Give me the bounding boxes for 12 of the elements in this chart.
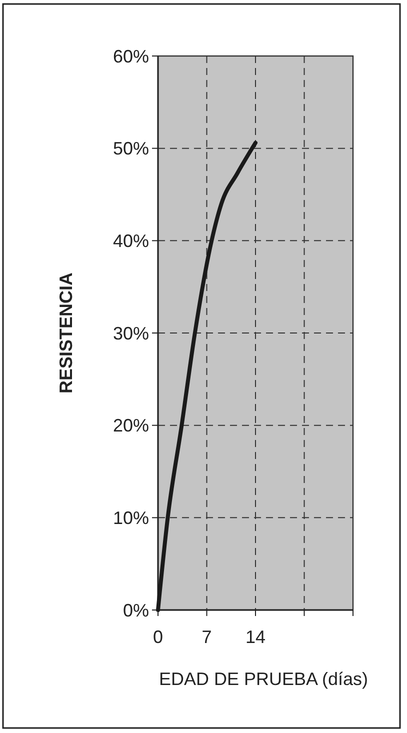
y-tick-label: 0% <box>122 600 149 620</box>
x-axis-title: EDAD DE PRUEBA (días) <box>158 669 368 689</box>
y-tick-label: 20% <box>112 416 149 436</box>
y-tick-label: 30% <box>112 323 149 344</box>
y-axis-title: RESISTENCIA <box>56 272 76 394</box>
x-tick-label: 7 <box>202 627 212 647</box>
y-tick-label: 40% <box>112 230 149 251</box>
y-tick-label: 50% <box>112 138 149 159</box>
x-tick-label: 14 <box>245 627 266 647</box>
y-tick-label: 10% <box>112 508 149 528</box>
x-tick-label: 0 <box>152 627 164 647</box>
y-tick-label: 60% <box>112 46 149 66</box>
